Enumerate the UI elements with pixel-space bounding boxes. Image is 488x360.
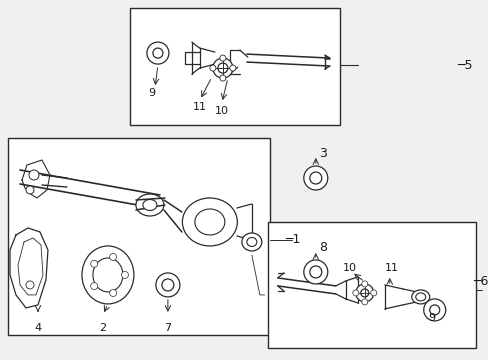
Circle shape [146, 42, 168, 64]
Circle shape [121, 271, 128, 278]
Text: 9: 9 [427, 313, 434, 323]
Text: 2: 2 [99, 323, 106, 333]
Text: 11: 11 [384, 263, 398, 273]
Circle shape [309, 172, 321, 184]
Circle shape [26, 281, 34, 289]
Circle shape [162, 279, 174, 291]
Bar [130, 8, 339, 125]
Circle shape [352, 290, 358, 296]
Circle shape [303, 166, 327, 190]
Circle shape [90, 260, 98, 267]
Text: ─6: ─6 [472, 275, 488, 288]
Ellipse shape [246, 238, 256, 247]
Text: 3: 3 [318, 147, 326, 159]
Circle shape [423, 299, 445, 321]
Circle shape [109, 253, 117, 260]
Circle shape [26, 186, 34, 194]
Text: 8: 8 [318, 242, 326, 255]
Text: 4: 4 [34, 323, 41, 333]
Circle shape [360, 289, 368, 297]
Ellipse shape [136, 194, 163, 216]
Circle shape [303, 260, 327, 284]
Ellipse shape [142, 199, 157, 211]
Ellipse shape [182, 198, 237, 246]
Text: 7: 7 [164, 323, 171, 333]
Circle shape [29, 170, 39, 180]
Circle shape [429, 305, 439, 315]
Text: 11: 11 [192, 102, 206, 112]
Circle shape [109, 289, 117, 297]
Ellipse shape [411, 290, 429, 304]
Text: ─1: ─1 [285, 234, 300, 247]
Bar [267, 222, 475, 348]
Ellipse shape [415, 293, 425, 301]
Circle shape [361, 299, 367, 305]
Circle shape [355, 284, 373, 302]
Ellipse shape [242, 233, 261, 251]
Circle shape [309, 266, 321, 278]
Bar [8, 138, 269, 335]
Circle shape [90, 283, 98, 289]
Text: 9: 9 [148, 88, 155, 98]
Circle shape [212, 58, 232, 78]
Circle shape [220, 75, 225, 81]
Ellipse shape [93, 258, 122, 292]
Circle shape [361, 281, 367, 287]
Circle shape [153, 48, 163, 58]
Circle shape [209, 65, 215, 71]
Text: ─5: ─5 [456, 59, 471, 72]
Ellipse shape [82, 246, 134, 304]
Circle shape [156, 273, 180, 297]
Text: 10: 10 [214, 106, 228, 116]
Ellipse shape [195, 209, 224, 235]
Circle shape [220, 55, 225, 61]
Circle shape [229, 65, 235, 71]
Circle shape [218, 63, 227, 73]
Circle shape [370, 290, 376, 296]
Text: 10: 10 [342, 263, 356, 273]
